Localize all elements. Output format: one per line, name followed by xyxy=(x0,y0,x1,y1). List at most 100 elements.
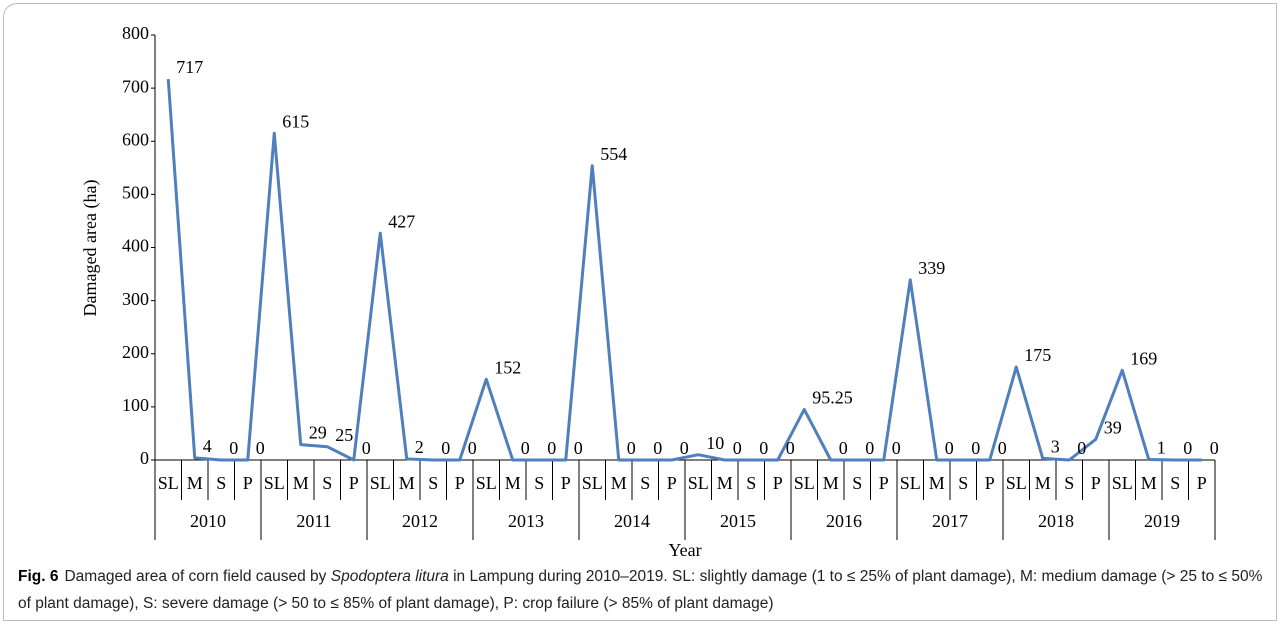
data-label: 2 xyxy=(415,437,424,457)
x-tick-label: M xyxy=(399,473,415,493)
data-label: 0 xyxy=(839,438,848,458)
y-tick-label: 200 xyxy=(122,342,149,362)
data-label: 0 xyxy=(680,438,689,458)
data-label: 0 xyxy=(229,438,238,458)
group-label: 2017 xyxy=(932,511,968,531)
x-tick-label: M xyxy=(293,473,309,493)
group-label: 2018 xyxy=(1038,511,1074,531)
data-label: 10 xyxy=(706,433,724,453)
x-tick-label: SL xyxy=(476,473,497,493)
data-label: 29 xyxy=(309,423,327,443)
x-tick-label: P xyxy=(455,473,465,493)
data-label: 0 xyxy=(362,438,371,458)
x-tick-label: P xyxy=(243,473,253,493)
y-tick-label: 0 xyxy=(140,448,149,468)
x-tick-label: M xyxy=(1035,473,1051,493)
x-tick-label: SL xyxy=(900,473,921,493)
data-label: 0 xyxy=(547,438,556,458)
y-tick-label: 800 xyxy=(122,23,149,43)
caption-label: Fig. 6 xyxy=(18,568,59,585)
group-label: 2014 xyxy=(614,511,650,531)
x-tick-label: S xyxy=(1064,473,1074,493)
x-tick-label: M xyxy=(1141,473,1157,493)
data-label: 152 xyxy=(494,357,521,377)
data-label: 554 xyxy=(600,144,627,164)
group-label: 2016 xyxy=(826,511,862,531)
caption-text: in Lampung during 2010–2019. SL: slightl… xyxy=(18,568,1263,612)
x-tick-label: S xyxy=(640,473,650,493)
data-label: 0 xyxy=(1077,438,1086,458)
x-tick-label: P xyxy=(879,473,889,493)
data-label: 4 xyxy=(203,436,212,456)
x-tick-label: SL xyxy=(264,473,285,493)
data-label: 0 xyxy=(998,438,1007,458)
group-label: 2019 xyxy=(1144,511,1180,531)
y-tick-label: 100 xyxy=(122,395,149,415)
data-label: 25 xyxy=(335,425,353,445)
x-tick-label: M xyxy=(187,473,203,493)
y-tick-label: 500 xyxy=(122,183,149,203)
data-label: 0 xyxy=(759,438,768,458)
x-tick-label: S xyxy=(746,473,756,493)
data-label: 0 xyxy=(733,438,742,458)
x-tick-label: SL xyxy=(794,473,815,493)
x-tick-label: SL xyxy=(1112,473,1133,493)
data-label: 0 xyxy=(945,438,954,458)
x-tick-label: S xyxy=(958,473,968,493)
caption-species: Spodoptera litura xyxy=(330,568,449,585)
x-tick-label: SL xyxy=(1006,473,1027,493)
x-tick-label: M xyxy=(505,473,521,493)
data-label: 169 xyxy=(1130,348,1157,368)
data-label: 0 xyxy=(441,438,450,458)
group-label: 2013 xyxy=(508,511,544,531)
data-label: 95.25 xyxy=(812,388,853,408)
x-tick-label: P xyxy=(1091,473,1101,493)
x-tick-label: P xyxy=(349,473,359,493)
x-tick-label: SL xyxy=(582,473,603,493)
y-tick-label: 700 xyxy=(122,76,149,96)
y-tick-label: 400 xyxy=(122,236,149,256)
y-axis-label: Damaged area (ha) xyxy=(80,180,101,317)
x-tick-label: S xyxy=(322,473,332,493)
x-tick-label: M xyxy=(611,473,627,493)
data-label: 0 xyxy=(865,438,874,458)
data-label: 0 xyxy=(1210,438,1219,458)
data-label: 3 xyxy=(1051,437,1060,457)
group-label: 2012 xyxy=(402,511,438,531)
data-label: 0 xyxy=(892,438,901,458)
data-label: 0 xyxy=(653,438,662,458)
x-tick-label: P xyxy=(773,473,783,493)
x-tick-label: P xyxy=(985,473,995,493)
data-label: 0 xyxy=(627,438,636,458)
x-tick-label: M xyxy=(717,473,733,493)
data-label: 0 xyxy=(971,438,980,458)
data-line xyxy=(166,78,1202,462)
data-label: 0 xyxy=(574,438,583,458)
data-label: 0 xyxy=(468,438,477,458)
group-label: 2011 xyxy=(296,511,331,531)
data-label: 717 xyxy=(176,57,203,77)
group-label: 2010 xyxy=(190,511,226,531)
data-label: 0 xyxy=(256,438,265,458)
data-label: 39 xyxy=(1104,417,1122,437)
y-tick-label: 600 xyxy=(122,129,149,149)
x-tick-label: P xyxy=(1197,473,1207,493)
data-label: 0 xyxy=(1183,438,1192,458)
group-label: 2015 xyxy=(720,511,756,531)
x-tick-label: SL xyxy=(688,473,709,493)
y-tick-label: 300 xyxy=(122,289,149,309)
x-tick-label: SL xyxy=(158,473,179,493)
x-tick-label: S xyxy=(534,473,544,493)
data-label: 0 xyxy=(521,438,530,458)
x-tick-label: P xyxy=(667,473,677,493)
x-tick-label: S xyxy=(216,473,226,493)
figure-frame xyxy=(3,3,1277,621)
x-tick-label: P xyxy=(561,473,571,493)
data-label: 175 xyxy=(1024,345,1051,365)
x-tick-label: S xyxy=(852,473,862,493)
data-label: 0 xyxy=(786,438,795,458)
caption-text: Damaged area of corn field caused by xyxy=(64,568,331,585)
caption: Fig. 6 Damaged area of corn field caused … xyxy=(18,563,1268,617)
x-tick-label: S xyxy=(428,473,438,493)
x-tick-label: SL xyxy=(370,473,391,493)
